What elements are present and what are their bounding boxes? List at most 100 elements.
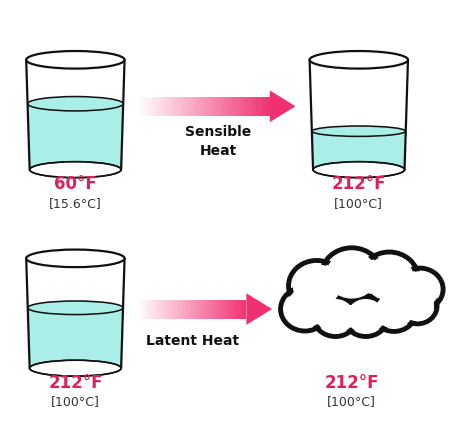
Bar [223, 97, 227, 116]
Bar [213, 300, 216, 318]
Bar [224, 300, 227, 318]
Bar [250, 97, 253, 116]
Bar [166, 300, 169, 318]
Text: [100°C]: [100°C] [334, 197, 383, 210]
Bar [145, 300, 147, 318]
Bar [194, 300, 197, 318]
Ellipse shape [346, 299, 385, 333]
Bar [196, 97, 200, 116]
Bar [203, 97, 206, 116]
Polygon shape [312, 131, 406, 169]
Bar [175, 300, 178, 318]
Bar [137, 300, 139, 318]
Bar [170, 97, 173, 116]
Bar [173, 97, 176, 116]
Ellipse shape [284, 290, 326, 328]
Bar [244, 300, 246, 318]
Bar [216, 300, 219, 318]
Bar [147, 300, 150, 318]
Polygon shape [28, 308, 123, 368]
Ellipse shape [27, 97, 123, 111]
Bar [189, 300, 191, 318]
Polygon shape [270, 90, 296, 122]
Text: Latent Heat: Latent Heat [146, 334, 239, 348]
Text: Heat: Heat [200, 144, 237, 158]
Ellipse shape [28, 301, 123, 315]
Bar [260, 97, 263, 116]
Bar [153, 97, 156, 116]
Ellipse shape [312, 126, 406, 137]
Bar [230, 300, 233, 318]
Bar [158, 300, 161, 318]
Bar [180, 300, 183, 318]
Bar [227, 300, 230, 318]
Bar [256, 97, 260, 116]
Bar [206, 97, 210, 116]
Bar [236, 300, 238, 318]
Bar [172, 300, 175, 318]
Text: [100°C]: [100°C] [51, 395, 100, 408]
Bar [139, 300, 142, 318]
Ellipse shape [401, 291, 434, 321]
Ellipse shape [313, 162, 404, 178]
Bar [210, 97, 213, 116]
Bar [246, 97, 250, 116]
Bar [180, 97, 183, 116]
Bar [190, 97, 193, 116]
Bar [150, 300, 153, 318]
Text: Sensible: Sensible [185, 125, 251, 139]
Bar [213, 97, 217, 116]
Bar [143, 97, 146, 116]
Bar [217, 97, 220, 116]
Bar [253, 97, 256, 116]
Bar [202, 300, 205, 318]
Bar [241, 300, 244, 318]
Bar [160, 97, 163, 116]
Bar [155, 300, 158, 318]
Text: [100°C]: [100°C] [328, 395, 376, 408]
Bar [178, 300, 180, 318]
Bar [193, 97, 196, 116]
Bar [205, 300, 208, 318]
Ellipse shape [360, 252, 418, 304]
Ellipse shape [26, 51, 125, 68]
Bar [266, 97, 270, 116]
Bar [208, 300, 210, 318]
Bar [219, 300, 222, 318]
Bar [153, 300, 155, 318]
Ellipse shape [321, 248, 382, 303]
Ellipse shape [30, 162, 121, 178]
Text: 60°F: 60°F [54, 175, 97, 193]
Bar [164, 300, 166, 318]
Bar [210, 300, 213, 318]
Ellipse shape [398, 288, 437, 324]
Bar [150, 97, 153, 116]
Ellipse shape [343, 296, 388, 336]
Bar [197, 300, 200, 318]
Bar [163, 97, 166, 116]
Polygon shape [246, 293, 272, 325]
Bar [140, 97, 143, 116]
Ellipse shape [365, 256, 414, 300]
Ellipse shape [289, 261, 345, 311]
Bar [263, 97, 266, 116]
Ellipse shape [372, 291, 417, 331]
Bar [222, 300, 224, 318]
Bar [233, 300, 236, 318]
Bar [230, 97, 233, 116]
Ellipse shape [313, 296, 358, 336]
Bar [243, 97, 246, 116]
Bar [220, 97, 223, 116]
Bar [142, 300, 145, 318]
Ellipse shape [293, 264, 340, 307]
Polygon shape [27, 104, 123, 169]
Text: 212°F: 212°F [48, 374, 103, 392]
Ellipse shape [400, 271, 439, 307]
Ellipse shape [396, 268, 443, 310]
Ellipse shape [310, 51, 408, 68]
Bar [238, 300, 241, 318]
Bar [186, 97, 190, 116]
Text: 212°F: 212°F [325, 374, 379, 392]
Bar [176, 97, 180, 116]
Bar [237, 97, 240, 116]
